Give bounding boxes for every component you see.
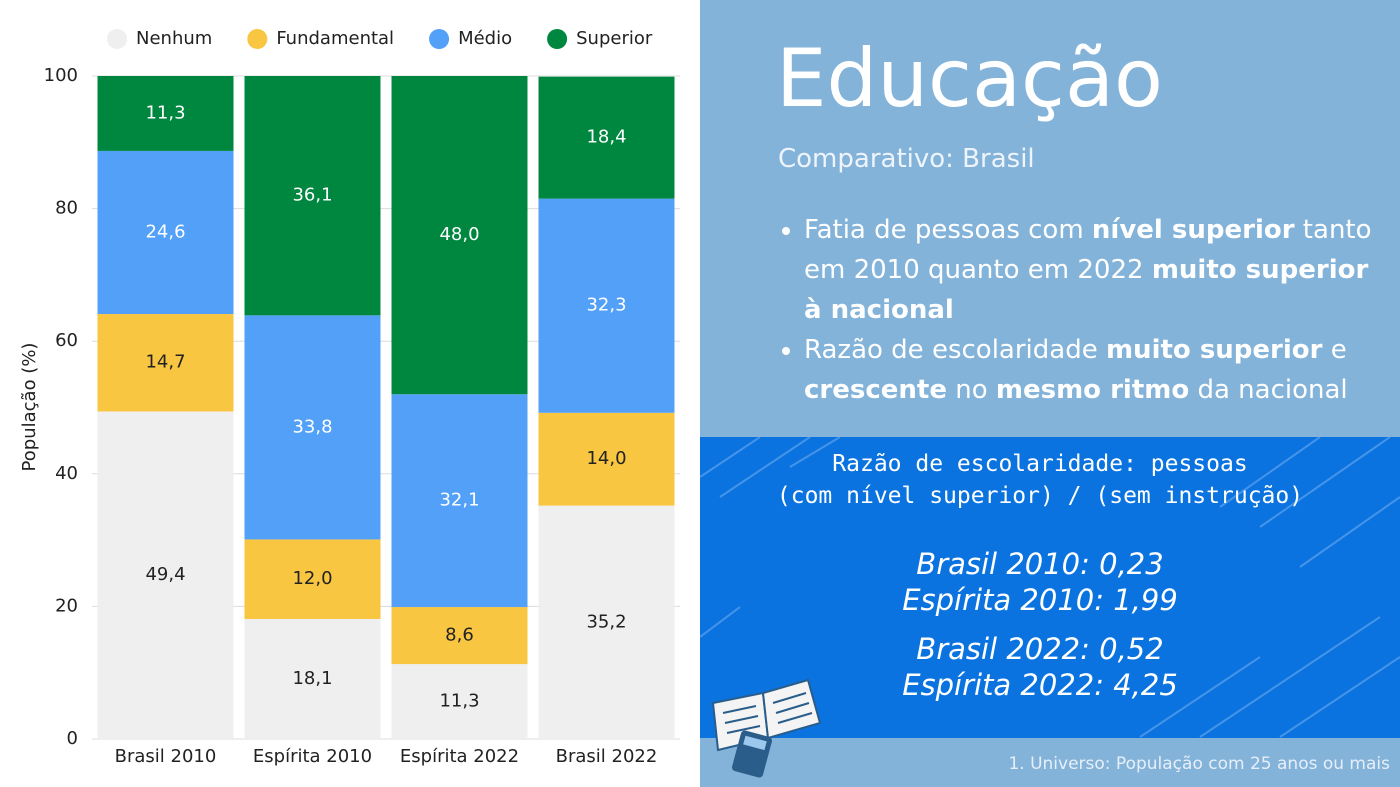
data-label: 12,0 bbox=[292, 568, 332, 589]
bullet-text: nível superior bbox=[1091, 215, 1295, 245]
bar-segment bbox=[97, 76, 234, 151]
y-tick-label: 0 bbox=[67, 728, 78, 749]
legend-marker bbox=[547, 29, 568, 49]
text-panel: Educação Comparativo: Brasil Fatia de pe… bbox=[700, 0, 1400, 787]
bullet-text: muito superior bbox=[1105, 335, 1323, 365]
data-label: 18,1 bbox=[292, 668, 332, 689]
book-icon bbox=[711, 678, 822, 778]
data-label: 48,0 bbox=[439, 224, 479, 245]
legend-label: Nenhum bbox=[136, 28, 212, 49]
legend-marker bbox=[247, 29, 268, 49]
bar-segment bbox=[97, 150, 234, 315]
data-label: 36,1 bbox=[292, 185, 332, 206]
data-label: 35,2 bbox=[586, 611, 626, 632]
bullet: Razão de escolaridade muito superior e c… bbox=[804, 330, 1374, 410]
decoration bbox=[700, 437, 1400, 738]
ratio: Brasil 2010: 0,23 bbox=[916, 547, 1164, 581]
y-tick-label: 20 bbox=[55, 595, 78, 616]
bullet-text: Fatia de pessoas com bbox=[804, 215, 1092, 245]
footnote: 1. Universo: População com 25 anos ou ma… bbox=[1008, 754, 1390, 774]
data-label: 11,3 bbox=[439, 691, 479, 712]
ratio-box: Razão de escolaridade: pessoas (com níve… bbox=[700, 437, 1400, 738]
legend-marker bbox=[107, 29, 127, 49]
bar-segment bbox=[538, 505, 675, 739]
bullet-text: crescente bbox=[804, 375, 947, 405]
bar-segment bbox=[391, 607, 528, 665]
chart: População (%) 0 20 40 60 80 100 Brasil 2010 49,… bbox=[19, 28, 680, 767]
legend-label: Fundamental bbox=[276, 28, 394, 49]
bar-segment bbox=[538, 76, 675, 199]
data-label: 8,6 bbox=[445, 625, 474, 646]
x-tick-label: Brasil 2022 bbox=[556, 746, 658, 767]
y-tick-label: 80 bbox=[55, 198, 78, 219]
bar-segment bbox=[538, 198, 675, 413]
ratio: Brasil 2022: 0,52 bbox=[916, 632, 1164, 666]
data-label: 49,4 bbox=[145, 564, 185, 585]
bullet-text: e bbox=[1322, 335, 1347, 365]
bar-segment bbox=[244, 315, 381, 540]
title: Educação bbox=[776, 32, 1163, 125]
bullet: Fatia de pessoas com nível superior tant… bbox=[804, 210, 1374, 330]
bullet-text: Razão de escolaridade bbox=[804, 335, 1106, 365]
bar-segment bbox=[244, 618, 381, 739]
data-label: 11,3 bbox=[145, 102, 185, 123]
y-tick-label: 40 bbox=[55, 463, 78, 484]
bar-segment bbox=[391, 664, 528, 739]
subtitle: Comparativo: Brasil bbox=[778, 144, 1035, 174]
data-label: 14,7 bbox=[145, 352, 185, 373]
data-label: 14,0 bbox=[586, 448, 626, 469]
bullet-text: mesmo ritmo bbox=[995, 375, 1190, 405]
legend-marker bbox=[429, 29, 450, 49]
bullet-text: tanto em 2010 quanto em 2022 bbox=[804, 215, 1372, 285]
bullet-list: Fatia de pessoas com nível superior tant… bbox=[776, 210, 1374, 410]
bar-segment bbox=[391, 76, 528, 395]
box-heading: Razão de escolaridade: pessoas bbox=[832, 451, 1248, 477]
ratio: Espírita 2022: 4,25 bbox=[902, 668, 1178, 702]
legend-label: Médio bbox=[458, 28, 512, 49]
bullet-text: da nacional bbox=[1189, 375, 1348, 405]
y-axis-label: População (%) bbox=[19, 343, 40, 472]
data-label: 33,8 bbox=[292, 416, 332, 437]
data-label: 32,3 bbox=[586, 295, 626, 316]
bullet-text: muito superior à nacional bbox=[804, 255, 1369, 325]
y-tick-label: 60 bbox=[55, 330, 78, 351]
y-tick-label: 100 bbox=[44, 65, 78, 86]
x-tick-label: Espírita 2010 bbox=[253, 746, 372, 767]
box-heading: (com nível superior) / (sem instrução) bbox=[776, 483, 1304, 509]
bar-segment bbox=[244, 76, 381, 316]
bar-segment bbox=[97, 314, 234, 412]
bar-segment bbox=[391, 394, 528, 608]
ratio: Espírita 2010: 1,99 bbox=[902, 583, 1178, 617]
x-tick-label: Espírita 2022 bbox=[400, 746, 519, 767]
data-label: 24,6 bbox=[145, 221, 185, 242]
bar-segment bbox=[538, 412, 675, 506]
x-tick-label: Brasil 2010 bbox=[115, 746, 217, 767]
data-label: 32,1 bbox=[439, 490, 479, 511]
bar-segment bbox=[97, 411, 234, 739]
bar-segment bbox=[244, 539, 381, 619]
data-label: 18,4 bbox=[586, 127, 626, 148]
legend-label: Superior bbox=[576, 28, 653, 49]
bullet-text: no bbox=[946, 375, 996, 405]
